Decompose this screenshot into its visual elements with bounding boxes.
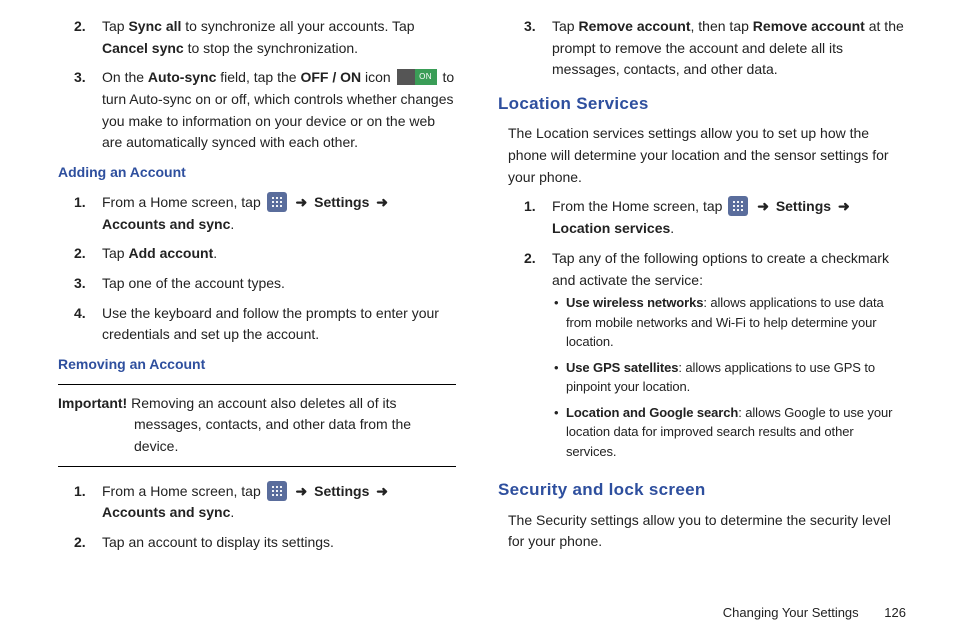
- remove-continuation-list: 3. Tap Remove account, then tap Remove a…: [498, 16, 906, 81]
- bullet-dot-icon: •: [552, 403, 566, 462]
- list-item: 2. Tap Sync all to synchronize all your …: [48, 16, 456, 59]
- list-item: 4. Use the keyboard and follow the promp…: [48, 303, 456, 346]
- list-item: 2. Tap any of the following options to c…: [498, 248, 906, 467]
- step-number: 3.: [74, 67, 102, 154]
- arrow-icon: ➜: [757, 198, 769, 214]
- page-number: 126: [884, 605, 906, 620]
- list-item: 1. From the Home screen, tap ➜ Settings …: [498, 196, 906, 239]
- left-column: 2. Tap Sync all to synchronize all your …: [48, 16, 456, 562]
- step-number: 1.: [524, 196, 552, 239]
- arrow-icon: ➜: [296, 194, 308, 210]
- list-item: 2. Tap an account to display its setting…: [48, 532, 456, 554]
- bullet-dot-icon: •: [552, 358, 566, 397]
- step-body: Tap Sync all to synchronize all your acc…: [102, 16, 456, 59]
- step-body: On the Auto-sync field, tap the OFF / ON…: [102, 67, 456, 154]
- adding-account-heading: Adding an Account: [58, 162, 456, 184]
- bullet-dot-icon: •: [552, 293, 566, 352]
- list-item: 3. Tap one of the account types.: [48, 273, 456, 295]
- location-services-list: 1. From the Home screen, tap ➜ Settings …: [498, 196, 906, 467]
- step-body: Use the keyboard and follow the prompts …: [102, 303, 456, 346]
- page-footer: Changing Your Settings 126: [723, 605, 906, 620]
- apps-grid-icon: [728, 196, 748, 216]
- step-number: 1.: [74, 481, 102, 524]
- security-heading: Security and lock screen: [498, 477, 906, 503]
- list-item: 1. From a Home screen, tap ➜ Settings ➜ …: [48, 192, 456, 235]
- arrow-icon: ➜: [376, 194, 388, 210]
- step-body: From the Home screen, tap ➜ Settings ➜ L…: [552, 196, 906, 239]
- step-body: Tap any of the following options to crea…: [552, 248, 906, 467]
- step-number: 3.: [524, 16, 552, 81]
- two-column-layout: 2. Tap Sync all to synchronize all your …: [48, 16, 906, 562]
- apps-grid-icon: [267, 192, 287, 212]
- step-number: 2.: [74, 532, 102, 554]
- arrow-icon: ➜: [376, 483, 388, 499]
- step-body: From a Home screen, tap ➜ Settings ➜ Acc…: [102, 192, 456, 235]
- bullet-item: • Use wireless networks: allows applicat…: [552, 293, 906, 352]
- location-options-bullets: • Use wireless networks: allows applicat…: [552, 293, 906, 461]
- list-item: 1. From a Home screen, tap ➜ Settings ➜ …: [48, 481, 456, 524]
- footer-section-label: Changing Your Settings: [723, 605, 859, 620]
- step-number: 2.: [74, 16, 102, 59]
- step-number: 4.: [74, 303, 102, 346]
- step-body: Tap Remove account, then tap Remove acco…: [552, 16, 906, 81]
- step-number: 1.: [74, 192, 102, 235]
- step-number: 2.: [74, 243, 102, 265]
- step-number: 2.: [524, 248, 552, 467]
- location-services-heading: Location Services: [498, 91, 906, 117]
- list-item: 2. Tap Add account.: [48, 243, 456, 265]
- list-item: 3. Tap Remove account, then tap Remove a…: [498, 16, 906, 81]
- on-off-toggle-icon: [397, 69, 437, 85]
- removing-account-heading: Removing an Account: [58, 354, 456, 376]
- adding-account-list: 1. From a Home screen, tap ➜ Settings ➜ …: [48, 192, 456, 346]
- right-column: 3. Tap Remove account, then tap Remove a…: [498, 16, 906, 562]
- step-body: From a Home screen, tap ➜ Settings ➜ Acc…: [102, 481, 456, 524]
- important-text: Important! Removing an account also dele…: [58, 393, 456, 458]
- bullet-item: • Use GPS satellites: allows application…: [552, 358, 906, 397]
- arrow-icon: ➜: [296, 483, 308, 499]
- step-body: Tap Add account.: [102, 243, 456, 265]
- step-number: 3.: [74, 273, 102, 295]
- apps-grid-icon: [267, 481, 287, 501]
- step-body: Tap an account to display its settings.: [102, 532, 456, 554]
- important-callout: Important! Removing an account also dele…: [58, 384, 456, 467]
- sync-continuation-list: 2. Tap Sync all to synchronize all your …: [48, 16, 456, 154]
- bullet-item: • Location and Google search: allows Goo…: [552, 403, 906, 462]
- location-services-intro: The Location services settings allow you…: [508, 123, 906, 188]
- security-intro: The Security settings allow you to deter…: [508, 510, 906, 553]
- step-body: Tap one of the account types.: [102, 273, 456, 295]
- arrow-icon: ➜: [838, 198, 850, 214]
- removing-account-list: 1. From a Home screen, tap ➜ Settings ➜ …: [48, 481, 456, 554]
- list-item: 3. On the Auto-sync field, tap the OFF /…: [48, 67, 456, 154]
